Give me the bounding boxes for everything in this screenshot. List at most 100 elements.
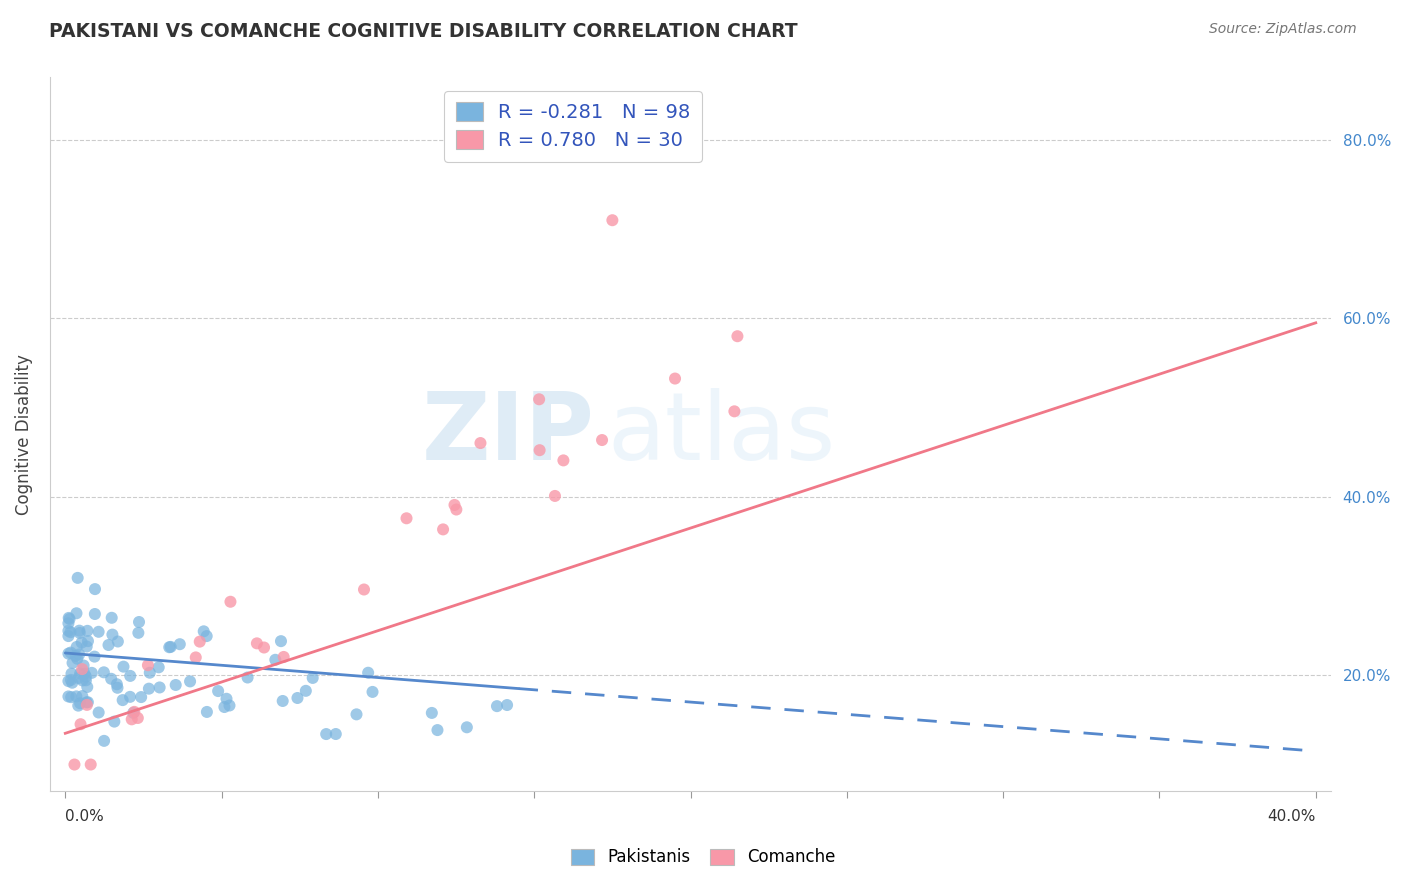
- Point: [93, 734, 115, 748]
- Point: [77, 634, 100, 648]
- Point: [58, 629, 80, 643]
- Point: [76, 640, 98, 654]
- Y-axis label: Cognitive Disability: Cognitive Disability: [15, 354, 32, 515]
- Point: [75, 673, 97, 688]
- Point: [218, 698, 240, 713]
- Point: [165, 678, 187, 692]
- Point: [193, 624, 215, 639]
- Point: [346, 707, 368, 722]
- Point: [148, 660, 170, 674]
- Point: [139, 665, 162, 680]
- Point: [111, 693, 134, 707]
- Point: [73, 666, 96, 681]
- Point: [77, 695, 100, 709]
- Point: [485, 699, 508, 714]
- Point: [120, 669, 142, 683]
- Point: [87, 706, 110, 720]
- Point: [66, 640, 89, 654]
- Point: [58, 616, 80, 631]
- Point: [69, 696, 91, 710]
- Point: [72, 658, 94, 673]
- Point: [69, 717, 91, 731]
- Point: [67, 648, 90, 662]
- Point: [264, 653, 287, 667]
- Point: [60, 690, 83, 705]
- Point: [315, 727, 337, 741]
- Point: [723, 404, 745, 418]
- Point: [725, 329, 748, 343]
- Point: [70, 662, 93, 676]
- Point: [188, 634, 211, 648]
- Point: [529, 443, 551, 458]
- Point: [432, 522, 454, 536]
- Point: [184, 650, 207, 665]
- Point: [128, 615, 150, 629]
- Point: [207, 684, 229, 698]
- Point: [72, 673, 94, 688]
- Point: [65, 607, 87, 621]
- Point: [65, 648, 87, 663]
- Text: 0.0%: 0.0%: [65, 809, 104, 824]
- Point: [470, 436, 492, 450]
- Point: [105, 677, 128, 691]
- Point: [426, 723, 449, 737]
- Legend: R = -0.281   N = 98, R = 0.780   N = 30: R = -0.281 N = 98, R = 0.780 N = 30: [444, 91, 702, 161]
- Point: [101, 627, 124, 641]
- Point: [138, 681, 160, 696]
- Point: [76, 698, 98, 712]
- Point: [273, 649, 295, 664]
- Point: [65, 690, 87, 704]
- Point: [121, 712, 143, 726]
- Point: [527, 392, 550, 407]
- Point: [58, 611, 80, 625]
- Point: [270, 634, 292, 648]
- Point: [136, 658, 159, 673]
- Point: [62, 656, 84, 670]
- Point: [60, 666, 83, 681]
- Text: Source: ZipAtlas.com: Source: ZipAtlas.com: [1209, 22, 1357, 37]
- Point: [253, 640, 276, 655]
- Point: [63, 757, 86, 772]
- Point: [58, 624, 80, 638]
- Point: [58, 647, 80, 661]
- Point: [80, 665, 103, 680]
- Point: [67, 671, 90, 685]
- Point: [591, 433, 613, 447]
- Point: [214, 700, 236, 714]
- Point: [59, 646, 82, 660]
- Point: [169, 637, 191, 651]
- Point: [602, 213, 624, 227]
- Point: [246, 636, 269, 650]
- Point: [325, 727, 347, 741]
- Point: [83, 649, 105, 664]
- Point: [69, 626, 91, 640]
- Point: [122, 706, 145, 720]
- Point: [59, 625, 82, 640]
- Point: [127, 625, 149, 640]
- Point: [456, 720, 478, 734]
- Point: [664, 371, 686, 385]
- Point: [446, 502, 468, 516]
- Text: atlas: atlas: [607, 388, 835, 481]
- Point: [100, 611, 122, 625]
- Text: ZIP: ZIP: [422, 388, 595, 481]
- Point: [76, 695, 98, 709]
- Point: [66, 571, 89, 585]
- Point: [195, 629, 218, 643]
- Point: [70, 635, 93, 649]
- Point: [127, 711, 149, 725]
- Point: [67, 698, 90, 713]
- Point: [215, 691, 238, 706]
- Point: [83, 607, 105, 621]
- Point: [72, 689, 94, 703]
- Point: [97, 638, 120, 652]
- Point: [159, 640, 181, 654]
- Point: [76, 680, 98, 694]
- Point: [179, 674, 201, 689]
- Point: [60, 675, 83, 690]
- Point: [361, 685, 384, 699]
- Point: [75, 670, 97, 684]
- Point: [80, 757, 103, 772]
- Legend: Pakistanis, Comanche: Pakistanis, Comanche: [564, 842, 842, 873]
- Point: [84, 582, 107, 596]
